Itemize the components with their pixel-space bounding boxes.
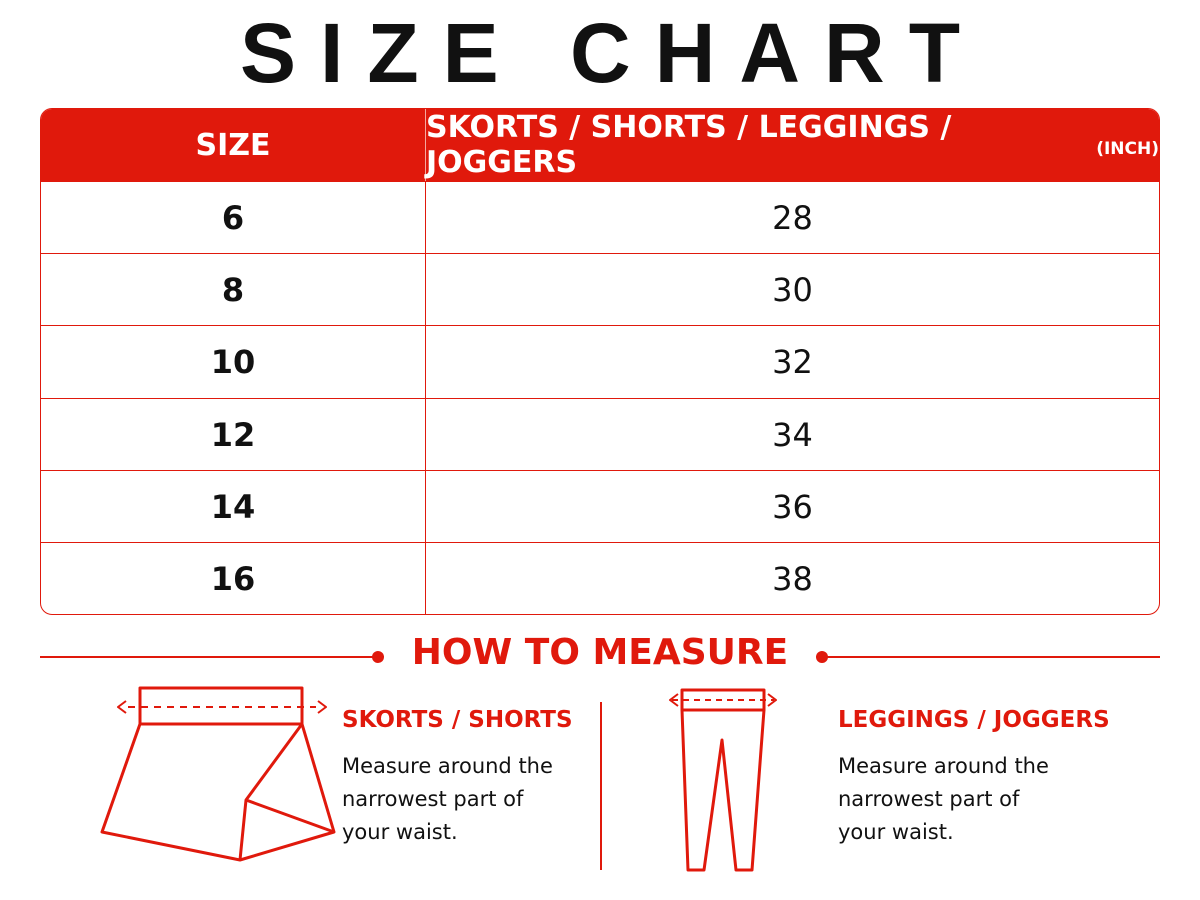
table-cell: 10 (41, 326, 426, 399)
table-row: 16 38 (41, 541, 1159, 614)
item-title: SKORTS / SHORTS (342, 707, 573, 733)
table-row: 12 34 (41, 397, 1159, 471)
dot (816, 651, 828, 663)
item-text: narrowest part of (342, 787, 524, 811)
table-cell: 28 (772, 199, 813, 238)
size-table: SIZE SKORTS / SHORTS / LEGGINGS / JOGGER… (40, 108, 1160, 615)
table-cell: 38 (772, 559, 813, 598)
leggings-icon (669, 688, 777, 872)
table-cell: 30 (772, 271, 813, 310)
table-cell: 16 (41, 542, 426, 614)
unit: (INCH) (1096, 139, 1159, 159)
header-cell: SKORTS / SHORTS / LEGGINGS / JOGGERS (INC… (426, 109, 1159, 181)
item-text: your waist. (838, 820, 954, 844)
table-cell: 14 (41, 470, 426, 543)
item-text: narrowest part of (838, 787, 1020, 811)
table-cell: 8 (41, 254, 426, 327)
header-text: SKORTS / SHORTS / LEGGINGS / JOGGERS (426, 110, 952, 180)
item-text: Measure around the (838, 754, 1049, 778)
dot (372, 651, 384, 663)
section-rule (40, 656, 1160, 870)
table-row: 14 36 (41, 469, 1159, 543)
table-cell: 32 (772, 343, 813, 382)
item-text: your waist. (342, 820, 458, 844)
table-cell: 36 (772, 487, 813, 526)
table-cell: 12 (41, 398, 426, 471)
table-cell: 6 (41, 182, 426, 255)
section-title: HOW TO MEASURE (411, 632, 789, 673)
table-row: 8 30 (41, 253, 1159, 327)
header-row: SIZE SKORTS / SHORTS / LEGGINGS / JOGGER… (41, 109, 1159, 181)
item-text: Measure around the (342, 754, 553, 778)
table-row: 10 32 (41, 325, 1159, 399)
item-title: LEGGINGS / JOGGERS (838, 707, 1110, 733)
skort-icon (100, 686, 336, 862)
table-cell: 34 (772, 415, 813, 454)
title: SIZE CHART (240, 6, 984, 100)
table-row: 6 28 (41, 181, 1159, 255)
header-cell: SIZE (41, 109, 426, 181)
